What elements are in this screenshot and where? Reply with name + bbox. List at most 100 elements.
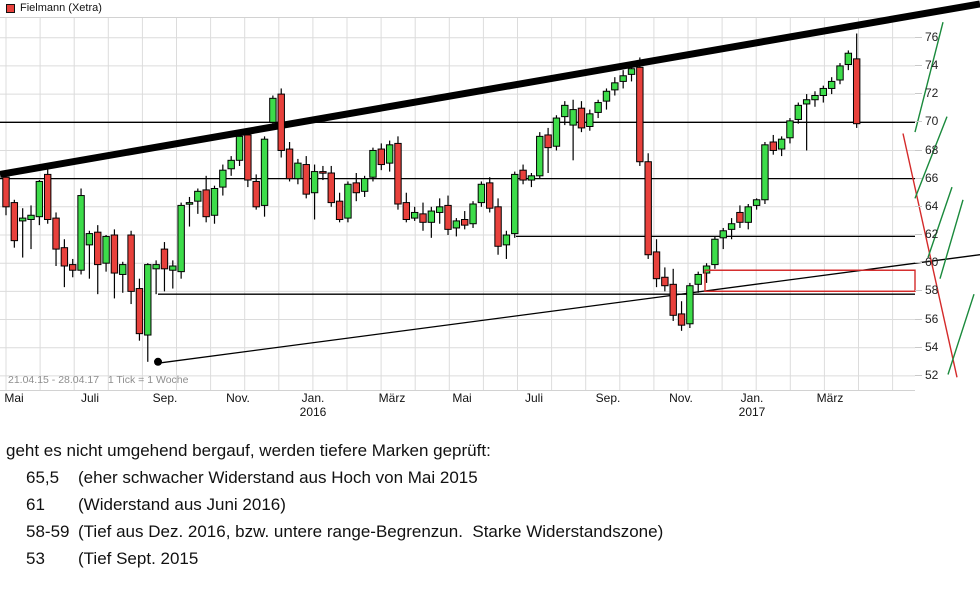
candle-body (60, 247, 69, 267)
y-axis-label: 62 (925, 227, 939, 241)
candle-body (127, 234, 135, 292)
grid-lines (0, 18, 915, 390)
candle-body (836, 65, 844, 81)
candle-body (194, 190, 202, 202)
y-axis-tick (915, 234, 922, 235)
candles (2, 33, 861, 362)
candle-body (802, 99, 811, 105)
y-axis-tick (915, 177, 922, 179)
candle-body (102, 235, 110, 264)
resistance-zone-box (704, 269, 916, 292)
commentary-level-text: (Tief aus Dez. 2016, bzw. untere range-B… (78, 522, 664, 541)
projection-up-line (939, 199, 964, 279)
y-axis-label: 54 (925, 339, 939, 354)
candle-body (402, 202, 411, 220)
projection-up-line (927, 186, 953, 258)
y-axis-tick (915, 346, 922, 348)
candle-body (27, 214, 35, 221)
commentary-intro: geht es nicht umgehend bergauf, werden t… (6, 441, 491, 460)
y-axis-tick (915, 262, 922, 264)
commentary-level-row: 65,5 (eher schwacher Widerstand aus Hoch … (0, 464, 980, 491)
candle-body (77, 195, 85, 271)
candle-body (177, 204, 185, 273)
x-axis-label: März (816, 391, 844, 405)
chart-legend: Fielmann (Xetra) (0, 0, 980, 16)
candle-body (744, 206, 752, 223)
candle-body (519, 169, 527, 181)
y-axis-tick (915, 93, 922, 95)
commentary-level-row: 61 (Widerstand aus Juni 2016) (0, 491, 980, 518)
candle-body (686, 285, 694, 325)
candle-body (160, 248, 169, 270)
candle-body (794, 104, 802, 120)
candle-body (452, 220, 461, 229)
y-axis-tick (915, 290, 922, 292)
candle-body (477, 183, 486, 204)
commentary-level-text: (Widerstand aus Juni 2016) (78, 495, 286, 514)
y-axis-label: 76 (925, 29, 939, 44)
y-axis-tick (915, 36, 922, 38)
chart-range-note: 21.04.15 - 28.04.17 1 Tick = 1 Woche (8, 374, 189, 386)
candle-body (844, 52, 853, 65)
chart-title: Fielmann (Xetra) (20, 1, 102, 14)
x-axis-label: Mai (452, 391, 472, 405)
x-axis-label: Nov. (669, 391, 693, 405)
candle-body (227, 159, 235, 170)
y-axis-tick (915, 374, 922, 376)
commentary-level-row: 58-59 (Tief aus Dez. 2016, bzw. untere ra… (0, 518, 980, 545)
x-axis-label: Nov. (226, 391, 250, 405)
y-axis-label: 52 (925, 367, 939, 382)
candle-body (219, 169, 227, 188)
candle-body (135, 288, 144, 335)
y-axis-label: 66 (925, 170, 939, 185)
candle-body (302, 164, 310, 195)
candle-body (636, 66, 644, 163)
candle-body (577, 107, 586, 129)
commentary-block: geht es nicht umgehend bergauf, werden t… (0, 437, 980, 572)
y-axis-label: 64 (925, 198, 939, 213)
candle-body (260, 138, 269, 206)
candle-body (594, 102, 602, 113)
candle-body (752, 199, 761, 206)
y-axis-label: 58 (925, 283, 939, 298)
swing-low-marker (154, 357, 162, 366)
price-plot[interactable]: 21.04.15 - 28.04.17 1 Tick = 1 Woche (0, 0, 980, 391)
candle-body (285, 148, 294, 180)
commentary-level-text: (eher schwacher Widerstand aus Hoch von … (78, 468, 478, 487)
candle-body (769, 141, 777, 151)
candle-body (319, 171, 327, 174)
candle-body (652, 251, 661, 280)
candle-body (486, 182, 494, 209)
candle-body (385, 144, 394, 164)
y-axis-label: 56 (925, 311, 939, 326)
projection-up-line (947, 293, 975, 375)
candle-body (369, 149, 377, 178)
x-axis: Mai Juli Sep. Nov. Jan. 2016 März Mai Juli Sep. No… (0, 391, 980, 431)
commentary-level-value: 65,5 (26, 468, 60, 487)
commentary-level-value: 53 (26, 549, 45, 568)
candle-body (235, 135, 244, 161)
x-axis-label: Jan. 2017 (738, 391, 766, 419)
candle-body (119, 264, 127, 275)
candle-body (586, 113, 594, 127)
x-axis-label: Sep. (595, 391, 621, 405)
candle-body (310, 171, 319, 194)
candle-body (527, 175, 536, 181)
candle-body (110, 234, 119, 274)
candle-body (469, 203, 477, 225)
candle-body (502, 234, 511, 246)
x-axis-label: Jan. 2016 (299, 391, 327, 419)
candle-body (611, 82, 619, 91)
candle-body (94, 231, 102, 266)
candle-body (677, 313, 686, 326)
candle-body (727, 223, 736, 230)
x-axis-label: März (378, 391, 406, 405)
candle-body (561, 104, 569, 118)
candle-body (511, 173, 519, 235)
commentary-level-text: (Tief Sept. 2015 (78, 549, 199, 568)
candle-body (811, 95, 819, 101)
candle-body (10, 202, 19, 242)
y-axis-label: 72 (925, 86, 939, 101)
candle-body (819, 87, 828, 96)
commentary-level-value: 58-59 (26, 522, 70, 541)
